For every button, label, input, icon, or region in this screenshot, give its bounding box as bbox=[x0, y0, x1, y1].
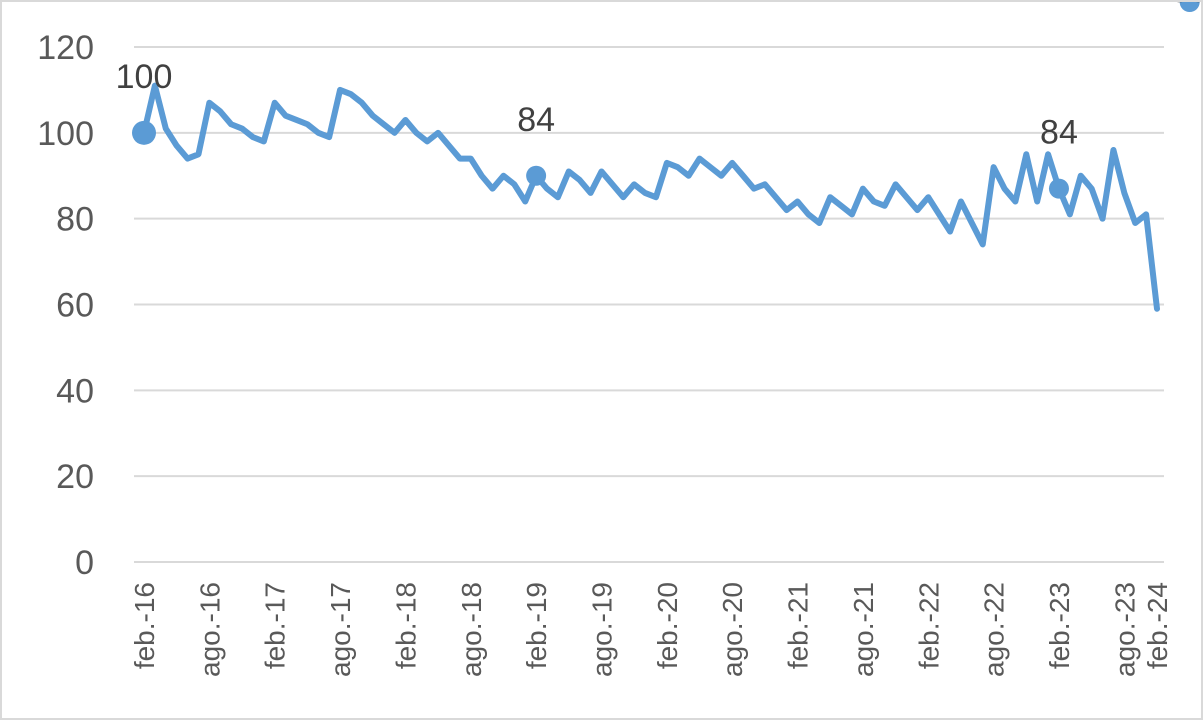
series-line bbox=[141, 82, 1160, 312]
x-tick-label: feb.-22 bbox=[913, 582, 944, 669]
x-tick-label: feb.-21 bbox=[783, 582, 814, 669]
data-label: 59 bbox=[1171, 2, 1201, 10]
x-tick-label: feb.-20 bbox=[652, 582, 683, 669]
series-layer bbox=[132, 2, 1200, 312]
x-tick-label: feb.-24 bbox=[1142, 582, 1173, 669]
x-tick-label: ago.-18 bbox=[456, 582, 487, 677]
data-labels: 100 84 84 59 bbox=[116, 2, 1201, 152]
data-label: 84 bbox=[1040, 114, 1078, 152]
x-tick-label: ago.-16 bbox=[194, 582, 225, 677]
x-tick-label: feb.-23 bbox=[1044, 582, 1075, 669]
data-label: 100 bbox=[116, 58, 173, 96]
x-tick-label: feb.-16 bbox=[129, 582, 160, 669]
data-marker bbox=[526, 165, 547, 186]
y-tick-label: 120 bbox=[37, 29, 94, 67]
data-label: 84 bbox=[517, 101, 555, 139]
x-axis-ticks: feb.-16 ago.-16 feb.-17 ago.-17 feb.-18 ago.-… bbox=[129, 582, 1173, 677]
y-tick-label: 100 bbox=[37, 115, 94, 153]
data-marker bbox=[132, 120, 156, 145]
y-tick-label: 40 bbox=[56, 372, 94, 410]
x-tick-label: feb.-18 bbox=[390, 582, 421, 669]
x-tick-label: ago.-17 bbox=[325, 582, 356, 677]
gridlines bbox=[134, 46, 1164, 563]
x-tick-label: ago.-23 bbox=[1109, 582, 1140, 677]
x-tick-label: ago.-22 bbox=[979, 582, 1010, 677]
y-tick-label: 60 bbox=[56, 287, 94, 325]
x-tick-label: feb.-17 bbox=[260, 582, 291, 669]
x-tick-label: ago.-21 bbox=[848, 582, 879, 677]
x-tick-label: ago.-20 bbox=[717, 582, 748, 677]
y-axis-ticks: 0 20 40 60 80 100 120 bbox=[37, 29, 94, 582]
data-marker bbox=[1179, 2, 1200, 12]
y-tick-label: 0 bbox=[75, 544, 94, 582]
y-tick-label: 80 bbox=[56, 201, 94, 239]
data-marker bbox=[1048, 178, 1069, 199]
x-tick-label: ago.-19 bbox=[586, 582, 617, 677]
x-tick-label: feb.-19 bbox=[521, 582, 552, 669]
y-tick-label: 20 bbox=[56, 458, 94, 496]
